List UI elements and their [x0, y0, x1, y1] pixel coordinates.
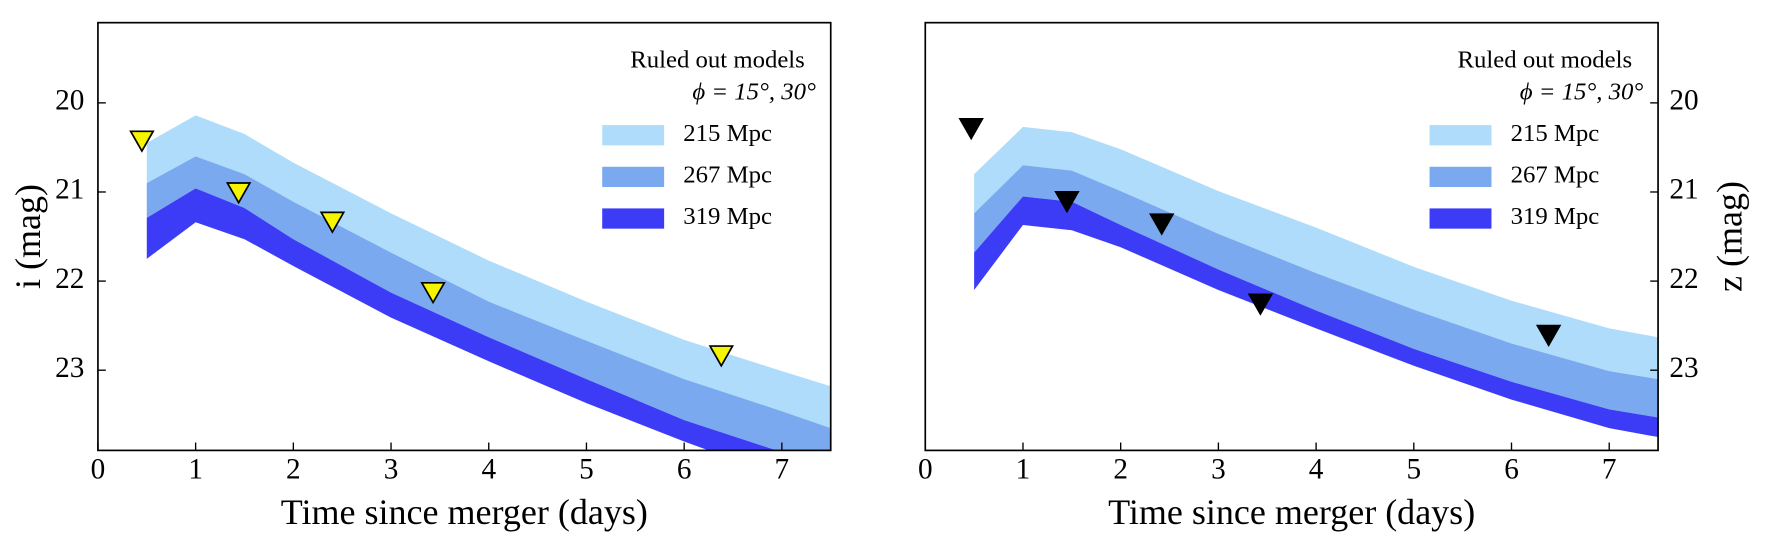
x-tick-label: 7 [1602, 454, 1617, 486]
y-axis-label: i (mag) [8, 184, 48, 289]
plot-area [129, 115, 831, 451]
band [974, 165, 1659, 418]
legend-swatch [602, 208, 665, 229]
x-tick-label: 1 [188, 454, 203, 486]
x-tick-label: 3 [384, 454, 399, 486]
upper-limit-marker [225, 182, 252, 205]
upper-limit-marker [319, 211, 346, 234]
legend-label: 319 Mpc [683, 203, 772, 230]
x-tick-label: 3 [1211, 454, 1226, 486]
y-tick-label: 22 [55, 263, 84, 295]
upper-limit-marker [708, 345, 735, 368]
legend-title: Ruled out models [630, 47, 805, 74]
x-tick-label: 5 [1406, 454, 1421, 486]
x-tick-label: 1 [1016, 454, 1031, 486]
legend-swatch [1429, 125, 1492, 146]
x-tick-label: 4 [481, 454, 496, 486]
upper-limit-marker [420, 281, 446, 305]
upper-limit-marker [1535, 324, 1562, 347]
band [146, 156, 831, 451]
x-tick-label: 4 [1309, 454, 1324, 486]
upper-limit-marker [1149, 213, 1175, 236]
band [146, 115, 831, 429]
x-tick-label: 2 [286, 454, 301, 486]
band [974, 196, 1659, 438]
legend-title: Ruled out models [1458, 47, 1633, 74]
legend-label: 215 Mpc [1511, 120, 1600, 147]
y-tick-label: 21 [1669, 174, 1698, 206]
y-tick-label: 23 [1669, 352, 1698, 384]
x-tick-label: 2 [1113, 454, 1128, 486]
y-tick-label: 20 [55, 85, 84, 117]
legend-label: 319 Mpc [1511, 203, 1600, 230]
band [146, 188, 777, 451]
axes-frame [924, 21, 1659, 452]
x-axis-label: Time since merger (days) [1108, 492, 1475, 532]
legend-label: 215 Mpc [683, 120, 772, 147]
legend-swatch [602, 125, 665, 146]
x-tick-label: 7 [775, 454, 790, 486]
band [974, 126, 1659, 380]
upper-limit-marker [1247, 293, 1274, 316]
legend-subtitle: ϕ = 15°, 30° [1520, 78, 1644, 105]
upper-limit-marker [958, 117, 984, 141]
upper-limit-marker [129, 130, 155, 153]
legend-swatch [1429, 166, 1492, 188]
x-tick-label: 0 [91, 454, 106, 486]
legend-label: 267 Mpc [1511, 162, 1600, 189]
upper-limit-marker [1054, 191, 1080, 214]
y-tick-label: 22 [1669, 263, 1698, 295]
y-axis-label: z (mag) [1710, 181, 1750, 292]
legend-swatch [1429, 208, 1492, 229]
x-tick-label: 0 [918, 454, 933, 486]
x-axis-label: Time since merger (days) [281, 492, 648, 532]
legend-subtitle: ϕ = 15°, 30° [692, 78, 816, 105]
plot-area [958, 117, 1659, 438]
legend-label: 267 Mpc [683, 162, 772, 189]
y-tick-label: 21 [55, 174, 84, 206]
y-tick-label: 20 [1669, 85, 1698, 117]
axes-frame [97, 21, 832, 452]
x-tick-label: 5 [579, 454, 594, 486]
legend-swatch [602, 166, 665, 188]
x-tick-label: 6 [677, 454, 692, 486]
x-tick-label: 6 [1504, 454, 1519, 486]
y-tick-label: 23 [55, 352, 84, 384]
